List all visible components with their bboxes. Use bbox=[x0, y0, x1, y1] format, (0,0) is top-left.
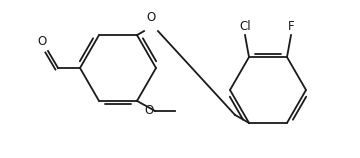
Text: O: O bbox=[38, 35, 47, 48]
Text: O: O bbox=[145, 104, 154, 117]
Text: Cl: Cl bbox=[239, 20, 251, 33]
Text: O: O bbox=[147, 11, 156, 24]
Text: F: F bbox=[288, 20, 294, 33]
